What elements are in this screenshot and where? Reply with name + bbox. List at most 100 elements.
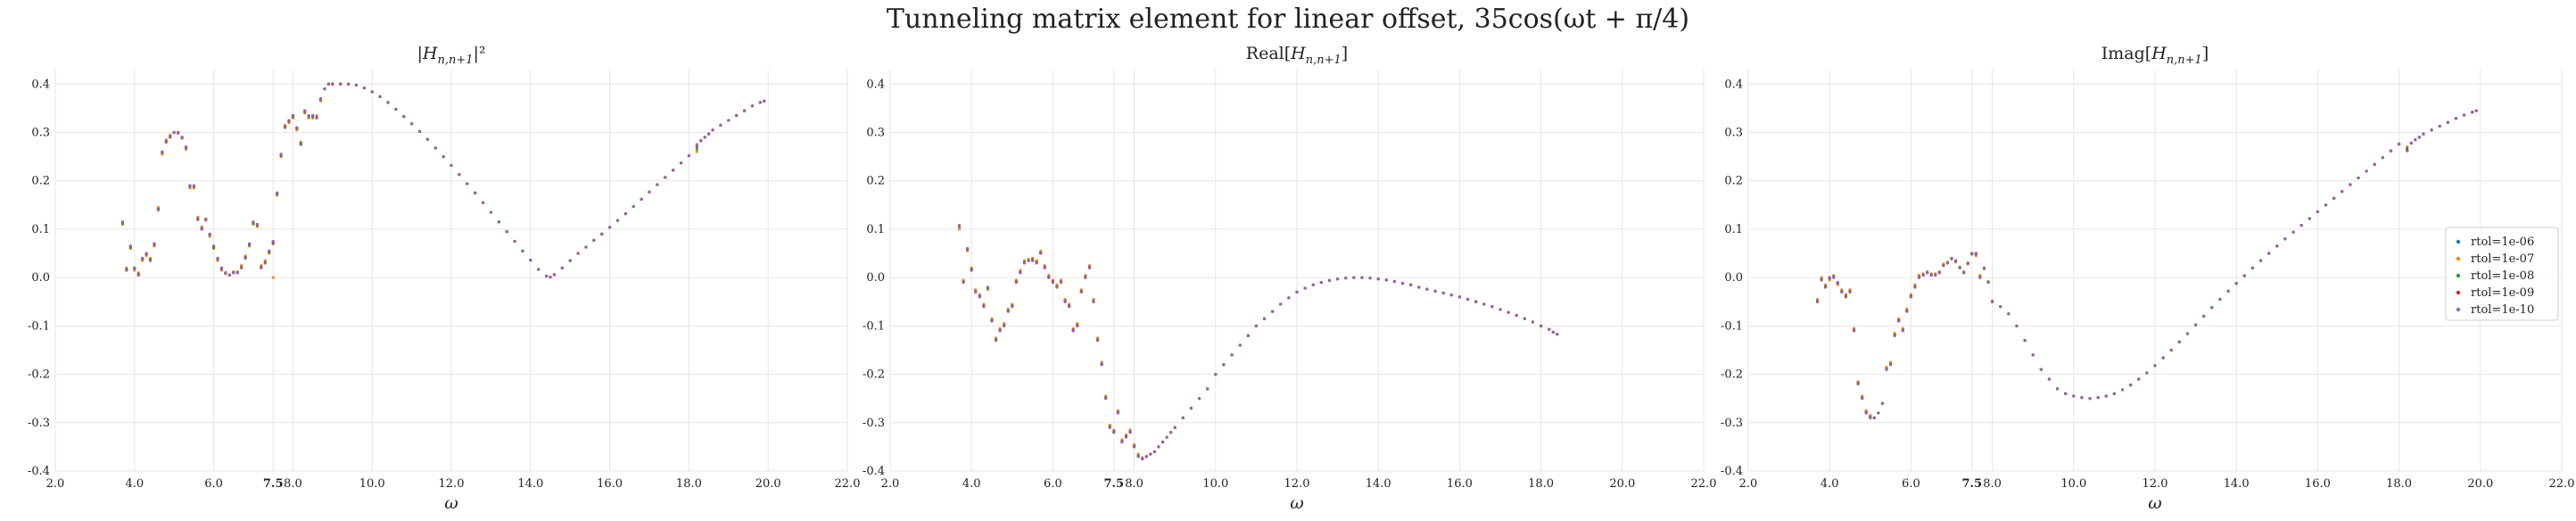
data-point bbox=[1893, 334, 1896, 337]
series-rtol=1e-10 bbox=[957, 225, 1559, 461]
data-point bbox=[1173, 426, 1177, 429]
y-tick-label: 0.1 bbox=[31, 223, 50, 236]
data-point bbox=[1271, 310, 1275, 313]
data-point bbox=[1214, 372, 1218, 376]
data-point bbox=[1848, 290, 1852, 294]
data-point bbox=[537, 268, 541, 271]
data-point bbox=[394, 107, 398, 112]
data-point bbox=[970, 269, 973, 272]
data-point bbox=[2422, 132, 2425, 136]
data-point bbox=[758, 101, 762, 104]
data-point bbox=[1019, 271, 1022, 275]
data-point bbox=[1068, 305, 1071, 309]
data-point bbox=[1840, 290, 1844, 294]
data-point bbox=[346, 82, 351, 86]
data-point bbox=[584, 245, 588, 249]
y-tick-label: -0.4 bbox=[863, 465, 885, 478]
data-point bbox=[2202, 314, 2206, 318]
data-point bbox=[521, 249, 524, 252]
data-point bbox=[216, 256, 219, 260]
x-tick-label: 20.0 bbox=[1609, 477, 1635, 491]
data-point bbox=[1149, 452, 1152, 456]
data-point bbox=[1112, 431, 1116, 434]
data-point bbox=[1022, 261, 1027, 265]
data-point bbox=[295, 126, 299, 129]
data-point bbox=[1945, 261, 1950, 265]
data-point bbox=[1047, 276, 1051, 279]
data-point bbox=[957, 225, 962, 228]
data-point bbox=[1872, 416, 1876, 419]
data-point bbox=[2153, 364, 2157, 368]
data-point bbox=[2145, 371, 2149, 375]
data-point bbox=[1384, 278, 1388, 282]
data-point bbox=[212, 244, 216, 248]
data-point bbox=[672, 169, 675, 172]
data-point bbox=[227, 273, 231, 277]
data-point bbox=[1336, 277, 1340, 281]
data-point bbox=[990, 319, 994, 323]
legend: rtol=1e-06 rtol=1e-07 rtol=1e-08 rtol=1e-09… bbox=[2445, 227, 2559, 321]
data-point bbox=[1303, 286, 1307, 290]
data-point bbox=[2039, 368, 2043, 371]
data-point bbox=[192, 184, 195, 187]
data-point bbox=[1905, 310, 1909, 313]
data-point bbox=[224, 271, 227, 275]
data-point bbox=[410, 122, 414, 126]
axes-title: Imag[Hn,n+1] bbox=[2101, 44, 2209, 67]
data-point bbox=[974, 290, 978, 294]
data-point bbox=[2406, 149, 2409, 153]
data-point bbox=[1953, 259, 1958, 262]
data-point bbox=[2185, 332, 2190, 335]
x-tick-label: 18.0 bbox=[676, 477, 702, 491]
y-tick-label: 0.3 bbox=[866, 126, 885, 139]
data-point bbox=[1836, 280, 1839, 285]
data-point bbox=[2080, 395, 2084, 400]
legend-label: rtol=1e-06 bbox=[2471, 236, 2534, 249]
x-tick-label: 4.0 bbox=[1821, 477, 1839, 491]
x-tick-label: 7.5 bbox=[1961, 477, 1982, 491]
subplot-2: 2.0 4.0 6.0 7.5 8.0 10.0 12.0 14.0 16.0 18.0 20.0 2… bbox=[863, 44, 1717, 513]
data-point bbox=[982, 305, 986, 309]
data-point bbox=[362, 87, 366, 90]
data-point bbox=[2398, 142, 2401, 146]
y-tick-label: 0.2 bbox=[31, 175, 50, 188]
y-tick-label: 0.4 bbox=[31, 78, 50, 91]
data-point bbox=[2104, 394, 2108, 398]
data-point bbox=[699, 139, 703, 143]
data-point bbox=[219, 266, 224, 269]
data-point bbox=[1950, 256, 1953, 260]
data-point bbox=[458, 173, 461, 177]
legend-marker bbox=[2456, 290, 2461, 295]
y-tick-label: 0.4 bbox=[866, 78, 885, 91]
data-point bbox=[161, 150, 164, 153]
data-point bbox=[1400, 282, 1405, 285]
y-tick-label: -0.1 bbox=[1721, 319, 1743, 333]
data-point bbox=[136, 273, 140, 277]
data-point bbox=[417, 129, 422, 133]
data-point bbox=[1820, 278, 1823, 282]
data-point bbox=[1409, 283, 1413, 286]
data-point bbox=[1043, 266, 1046, 269]
series-rtol=1e-09 bbox=[957, 225, 1559, 461]
data-point bbox=[1844, 295, 1848, 299]
data-point bbox=[442, 154, 445, 159]
data-point bbox=[1466, 297, 1470, 302]
data-point bbox=[957, 227, 962, 231]
data-point bbox=[1999, 305, 2002, 309]
data-point bbox=[1006, 310, 1010, 313]
data-point bbox=[640, 197, 643, 201]
x-tick-label: 22.0 bbox=[835, 477, 861, 491]
data-point bbox=[1327, 278, 1332, 282]
data-point bbox=[1230, 353, 1234, 357]
data-point bbox=[1031, 259, 1035, 262]
data-point bbox=[2308, 217, 2311, 220]
data-point bbox=[2055, 387, 2060, 391]
x-tick-label: 22.0 bbox=[1691, 477, 1717, 491]
data-point bbox=[252, 220, 255, 224]
data-point bbox=[196, 218, 200, 221]
x-tick-label: 12.0 bbox=[2143, 477, 2168, 491]
data-point bbox=[1913, 285, 1917, 289]
data-point bbox=[1921, 273, 1925, 277]
data-point bbox=[2316, 210, 2319, 213]
y-tick-label: -0.2 bbox=[1721, 368, 1743, 382]
